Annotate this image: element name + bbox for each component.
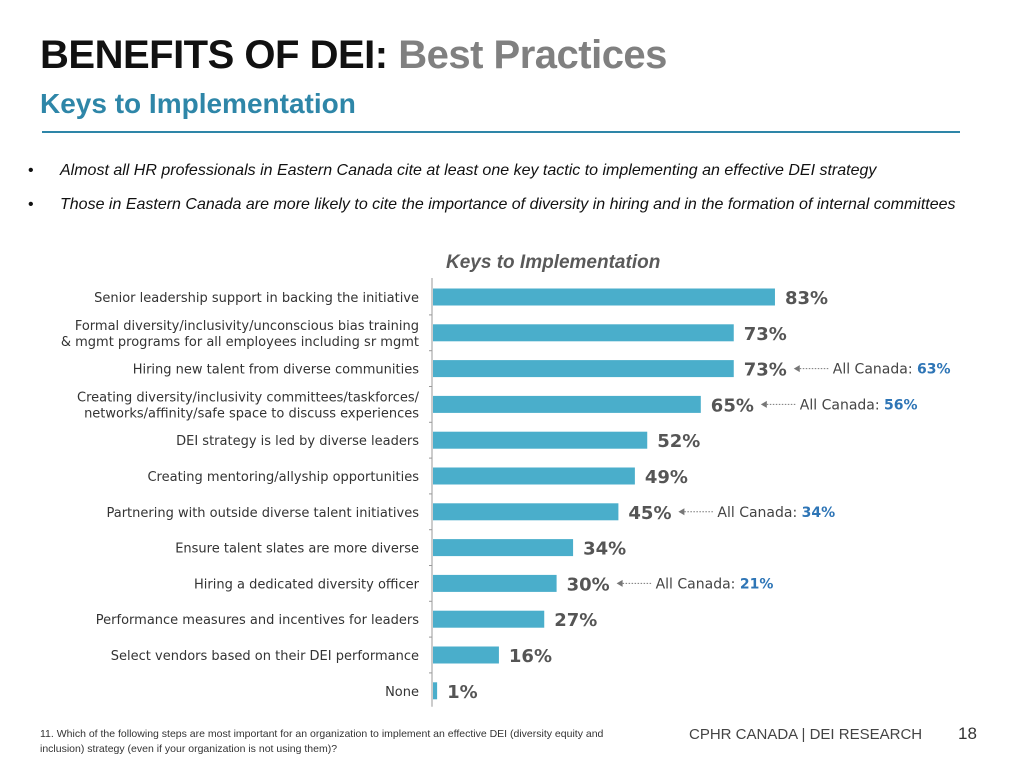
bar (433, 288, 775, 306)
page-subtitle: Keys to Implementation (40, 88, 356, 119)
value-label: 73% (744, 324, 787, 345)
category-label: Hiring a dedicated diversity officer (194, 577, 420, 592)
page-title: BENEFITS OF DEI: Best Practices (40, 30, 667, 80)
bar (433, 431, 648, 449)
bar (433, 574, 557, 592)
bullet-text: Those in Eastern Canada are more likely … (60, 196, 956, 213)
footnote: 11. Which of the following steps are mos… (40, 728, 604, 755)
category-label: None (385, 685, 419, 700)
page-number: 18 (958, 724, 977, 743)
category-label: Formal diversity/inclusivity/unconscious… (75, 319, 419, 334)
chart-title: Keys to Implementation (446, 252, 661, 273)
category-label: Creating mentoring/allyship opportunitie… (147, 470, 419, 485)
bullet-item: • Those in Eastern Canada are more likely… (28, 194, 1003, 216)
bar (433, 682, 438, 700)
title-sub: Best Practices (398, 33, 667, 77)
bar (433, 360, 734, 378)
value-label: 73% (744, 360, 787, 381)
category-label: Select vendors based on their DEI perfor… (111, 649, 419, 664)
value-label: 30% (567, 574, 610, 595)
category-label: DEI strategy is led by diverse leaders (176, 434, 419, 449)
annotation-label: All Canada: 34% (717, 505, 835, 521)
bar-chart: 83% Senior leadership support in backing … (61, 278, 951, 707)
bar (433, 467, 635, 485)
annotation-arrow-icon (678, 508, 685, 516)
annotation-label: All Canada: 21% (656, 576, 774, 592)
bullet-list: • Almost all HR professionals in Eastern … (28, 160, 1003, 228)
category-label: & mgmt programs for all employees includ… (61, 335, 419, 350)
bar (433, 324, 734, 342)
annotation-arrow-icon (793, 365, 800, 373)
category-label: Partnering with outside diverse talent i… (106, 506, 419, 521)
bar (433, 610, 545, 628)
bullet-text: Almost all HR professionals in Eastern C… (60, 162, 877, 179)
bullet-dot-icon: • (28, 162, 34, 179)
category-label: Senior leadership support in backing the… (94, 291, 419, 306)
category-label: Hiring new talent from diverse communiti… (133, 363, 420, 378)
bar (433, 539, 574, 557)
value-label: 27% (554, 610, 597, 631)
annotation-value: 56% (884, 397, 918, 413)
bar (433, 646, 499, 664)
header-divider (42, 131, 960, 133)
bullet-item: • Almost all HR professionals in Eastern … (28, 160, 1003, 182)
annotation-value: 34% (802, 505, 836, 521)
annotation-label: All Canada: 63% (833, 362, 951, 378)
category-label: Performance measures and incentives for … (96, 613, 419, 628)
brand-label: CPHR CANADA | DEI RESEARCH (689, 726, 923, 743)
bar (433, 503, 619, 521)
annotation-arrow-icon (760, 400, 767, 408)
value-label: 65% (711, 395, 754, 416)
annotation-value: 63% (917, 362, 951, 378)
value-label: 16% (509, 646, 552, 667)
bullet-dot-icon: • (28, 196, 34, 213)
value-label: 83% (785, 288, 828, 309)
value-label: 45% (628, 503, 671, 524)
bar (433, 395, 701, 413)
annotation-arrow-icon (616, 579, 623, 587)
title-main: BENEFITS OF DEI: (40, 33, 388, 77)
category-label: networks/affinity/safe space to discuss … (84, 406, 419, 421)
annotation-label: All Canada: 56% (800, 397, 918, 413)
value-label: 52% (657, 431, 700, 452)
category-label: Creating diversity/inclusivity committee… (77, 390, 420, 405)
value-label: 1% (447, 682, 478, 703)
value-label: 34% (583, 539, 626, 560)
category-label: Ensure talent slates are more diverse (175, 542, 419, 557)
annotation-value: 21% (740, 576, 774, 592)
value-label: 49% (645, 467, 688, 488)
